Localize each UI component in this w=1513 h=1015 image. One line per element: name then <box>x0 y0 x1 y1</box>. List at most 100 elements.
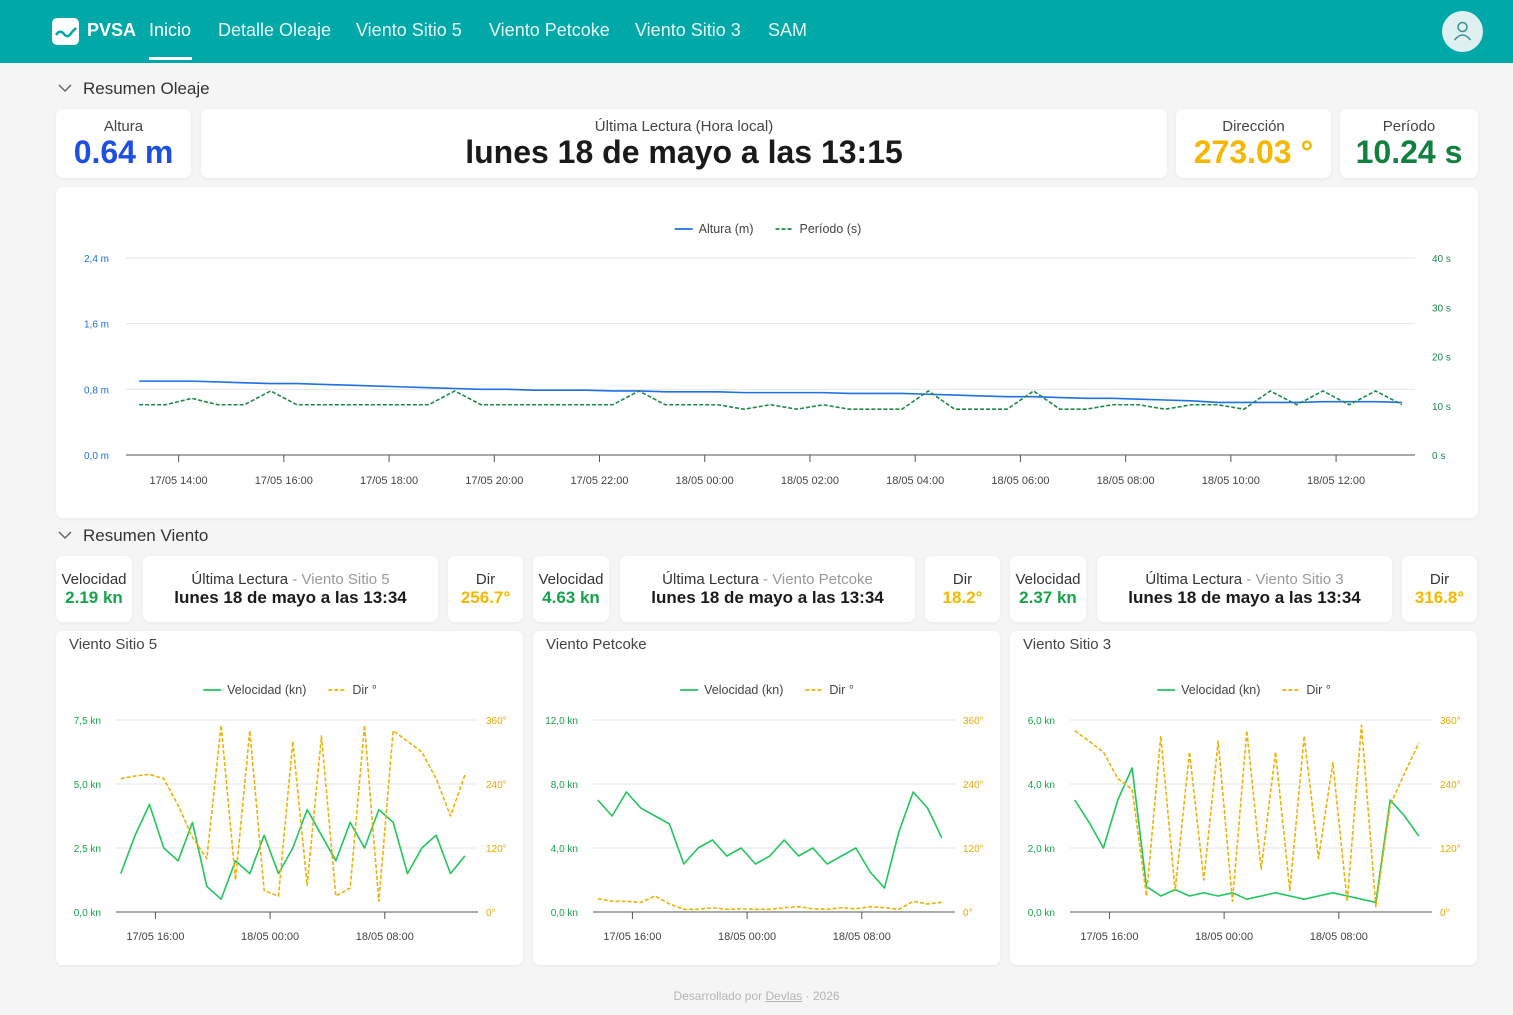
chart: Viento Sitio 3 0,0 kn 2,0 kn 4,0 kn 6,0 kn 0°… <box>1023 636 1461 943</box>
x-tick-label: 18/05 06:00 <box>991 475 1049 487</box>
stat-label: Período <box>1382 118 1436 135</box>
stat-value: 2.37 kn <box>1019 588 1077 607</box>
active-indicator <box>149 57 192 60</box>
y-tick-label: 5,0 kn <box>74 780 101 791</box>
x-tick-label: 18/05 02:00 <box>781 475 839 487</box>
y-tick-label: 6,0 kn <box>1028 716 1055 727</box>
stat-value: 256.7° <box>460 588 511 607</box>
stat-card: Última Lectura (Hora local) lunes 18 de … <box>201 109 1167 178</box>
y-tick-label: 4,0 kn <box>551 844 578 855</box>
y2-tick-label: 360° <box>486 716 507 727</box>
stat-card: Velocidad 4.63 kn <box>533 556 609 622</box>
stat-card: Dir 316.8° <box>1402 556 1477 622</box>
y2-tick-label: 360° <box>1440 716 1461 727</box>
stat-value: lunes 18 de mayo a las 13:34 <box>1128 588 1361 607</box>
x-tick-label: 18/05 08:00 <box>1310 931 1368 943</box>
stat-value: 2.19 kn <box>65 588 123 607</box>
chart-title: Viento Petcoke <box>546 636 647 653</box>
y-tick-label: 2,0 kn <box>1028 844 1055 855</box>
y2-tick-label: 360° <box>963 716 984 727</box>
y-tick-label: 7,5 kn <box>74 716 101 727</box>
stat-card: Período 10.24 s <box>1340 109 1478 178</box>
y-tick-label: 0,8 m <box>84 385 109 396</box>
y-tick-label: 12,0 kn <box>545 716 578 727</box>
stat-label: Velocidad <box>1015 571 1081 588</box>
logo[interactable] <box>52 18 79 45</box>
section-title: Resumen Viento <box>83 526 209 545</box>
nav-item[interactable]: Viento Sitio 3 <box>635 20 741 40</box>
series-line <box>120 803 466 900</box>
stat-label: Última Lectura - Viento Petcoke <box>662 571 873 588</box>
y2-tick-label: 240° <box>1440 780 1461 791</box>
collapse-toggle[interactable] <box>58 529 72 541</box>
stat-label: Última Lectura <box>191 571 289 588</box>
chart-card: 0,0 m 0,8 m 1,6 m 2,4 m 0 s 10 s 20 s 30 s 40 s 1… <box>56 187 1478 518</box>
footer-text: · 2026 <box>805 989 840 1003</box>
x-tick-label: 17/05 14:00 <box>150 475 208 487</box>
stat-label: Altura <box>103 118 144 135</box>
chart-card: Viento Sitio 3 0,0 kn 2,0 kn 4,0 kn 6,0 kn 0°… <box>1010 631 1477 965</box>
series-line <box>1074 724 1420 908</box>
site-name: - Viento Sitio 3 <box>1246 571 1344 588</box>
stat-card: Última Lectura - Viento Sitio 5 lunes 18 … <box>143 556 438 622</box>
brand[interactable]: PVSA <box>87 20 137 40</box>
x-tick-label: 18/05 00:00 <box>1195 931 1253 943</box>
x-tick-label: 17/05 16:00 <box>603 931 661 943</box>
chart-card: Viento Sitio 5 0,0 kn 2,5 kn 5,0 kn 7,5 kn 0°… <box>56 631 523 965</box>
stat-value: 0.64 m <box>73 134 174 170</box>
nav-item[interactable]: Viento Petcoke <box>489 20 610 40</box>
stat-card: Altura 0.64 m <box>56 109 191 178</box>
x-tick-label: 18/05 04:00 <box>886 475 944 487</box>
x-tick-label: 17/05 16:00 <box>1080 931 1138 943</box>
stat-label: Velocidad <box>538 571 604 588</box>
y-tick-label: 0,0 kn <box>1028 908 1055 919</box>
stat-value: 4.63 kn <box>542 588 600 607</box>
stat-label: Velocidad <box>61 571 127 588</box>
y2-tick-label: 30 s <box>1432 303 1451 314</box>
footer: Desarrollado por Devlas · 2026 <box>0 989 1513 1003</box>
nav-item[interactable]: SAM <box>768 20 808 40</box>
y2-tick-label: 0° <box>963 908 973 919</box>
legend-label: Período (s) <box>800 222 862 236</box>
stat-label: Última Lectura - Viento Sitio 5 <box>191 571 389 588</box>
x-tick-label: 17/05 22:00 <box>570 475 628 487</box>
stat-card: Última Lectura - Viento Sitio 3 lunes 18 … <box>1097 556 1392 622</box>
footer-link[interactable]: Devlas <box>765 989 803 1003</box>
y-tick-label: 2,4 m <box>84 254 109 265</box>
nav-item[interactable]: Viento Sitio 5 <box>356 20 462 40</box>
stat-value: lunes 18 de mayo a las 13:15 <box>465 134 903 170</box>
y-tick-label: 1,6 m <box>84 320 109 331</box>
x-tick-label: 17/05 16:00 <box>255 475 313 487</box>
user-avatar[interactable] <box>1441 10 1484 53</box>
y2-tick-label: 120° <box>1440 844 1461 855</box>
series-line <box>597 791 943 889</box>
nav-item[interactable]: Detalle Oleaje <box>218 20 332 40</box>
stat-value: 18.2° <box>942 588 983 607</box>
stat-label: Dirección <box>1222 118 1285 135</box>
x-tick-label: 18/05 12:00 <box>1307 475 1365 487</box>
footer-text: Desarrollado por <box>673 989 763 1003</box>
stat-label: Última Lectura - Viento Sitio 3 <box>1145 571 1343 588</box>
y-tick-label: 4,0 kn <box>1028 780 1055 791</box>
stat-value: 10.24 s <box>1355 134 1463 170</box>
y2-tick-label: 40 s <box>1432 254 1451 265</box>
series-line <box>120 724 466 903</box>
stat-label: Dir <box>952 571 973 588</box>
site-name: - Viento Sitio 5 <box>292 571 390 588</box>
legend-label: Altura (m) <box>699 222 754 236</box>
legend-label: Dir ° <box>829 683 853 697</box>
nav-item[interactable]: Inicio <box>149 20 192 40</box>
collapse-toggle[interactable] <box>58 82 72 94</box>
site-name: - Viento Petcoke <box>763 571 873 588</box>
chart: Viento Sitio 5 0,0 kn 2,5 kn 5,0 kn 7,5 kn 0°… <box>69 636 507 943</box>
stat-label: Dir <box>475 571 496 588</box>
x-tick-label: 17/05 16:00 <box>126 931 184 943</box>
stat-card: Dirección 273.03 ° <box>1176 109 1331 178</box>
chart-title: Viento Sitio 3 <box>1023 636 1111 653</box>
y2-tick-label: 120° <box>963 844 984 855</box>
x-tick-label: 18/05 00:00 <box>241 931 299 943</box>
x-tick-label: 18/05 00:00 <box>676 475 734 487</box>
series-line <box>597 895 942 911</box>
chart-title: Viento Sitio 5 <box>69 636 157 653</box>
x-tick-label: 18/05 10:00 <box>1202 475 1260 487</box>
